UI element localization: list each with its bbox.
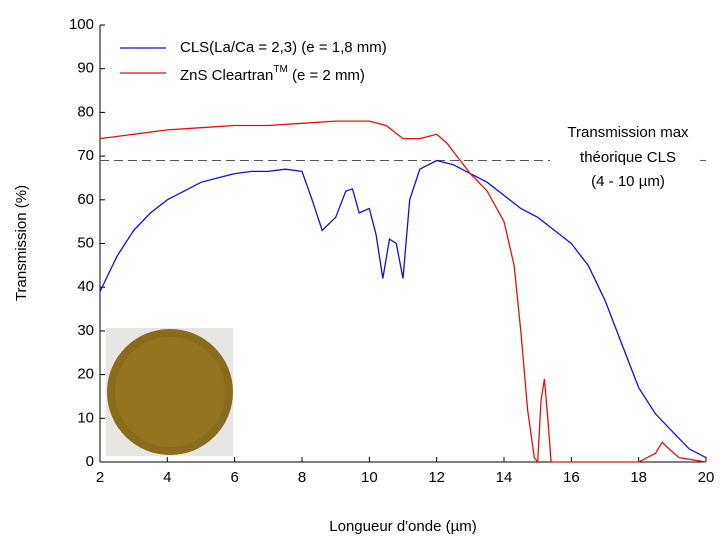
series-line (99, 159, 707, 459)
x-tick-label: 6 (230, 469, 238, 486)
y-tick-label: 90 (77, 60, 94, 77)
annotation: (4 - 10 µm) (591, 173, 665, 190)
x-tick-label: 18 (630, 469, 647, 486)
legend-label-suffix: (e = 2 mm) (288, 67, 365, 84)
x-tick-label: 2 (96, 469, 104, 486)
legend-label-sup: TM (273, 64, 287, 75)
x-tick-label: 10 (361, 469, 378, 486)
legend-label: ZnS CleartranTM (e = 2 mm) (180, 64, 365, 84)
y-tick-label: 100 (69, 16, 94, 33)
x-tick-label: 14 (496, 469, 513, 486)
x-tick-label: 4 (163, 469, 171, 486)
annotation: Transmission max (567, 124, 689, 141)
y-tick-label: 0 (86, 453, 94, 470)
y-tick-label: 10 (77, 409, 94, 426)
legend-label: ZnS Cleartran (180, 67, 273, 84)
y-tick-label: 20 (77, 366, 94, 383)
y-tick-label: 30 (77, 322, 94, 339)
series-line (99, 120, 707, 464)
x-tick-label: 8 (298, 469, 306, 486)
x-axis-label: Longueur d'onde (µm) (329, 518, 476, 535)
x-tick-label: 16 (563, 469, 580, 486)
y-tick-label: 40 (77, 278, 94, 295)
y-tick-label: 50 (77, 234, 94, 251)
legend-label: CLS(La/Ca = 2,3) (e = 1,8 mm) (180, 39, 387, 56)
y-tick-label: 60 (77, 191, 94, 208)
annotation: théorique CLS (580, 149, 676, 166)
x-tick-label: 20 (698, 469, 715, 486)
y-axis-label: Transmission (%) (13, 185, 30, 301)
sample-disc-center (115, 337, 225, 447)
y-tick-label: 80 (77, 103, 94, 120)
x-tick-label: 12 (428, 469, 445, 486)
y-tick-label: 70 (77, 147, 94, 164)
